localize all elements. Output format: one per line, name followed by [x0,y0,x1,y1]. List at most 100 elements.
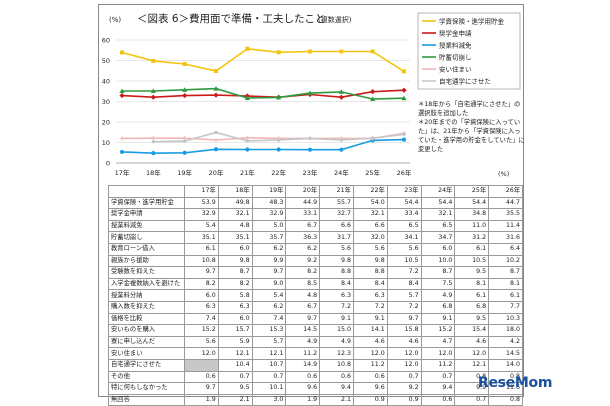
table-row: 自宅通学にさせた 10.4 10.7 14.9 10.8 11.2 12.0 11.2 12.1… [108,358,523,372]
data-point [339,147,344,152]
table-cell: 49.8 [217,196,253,210]
table-cell: 7.2 [386,300,422,314]
table-cell: 15.3 [251,324,287,337]
table-cell: 6.2 [285,242,321,256]
table-cell: 8.7 [217,266,253,279]
table-cell: 12.1 [217,347,253,360]
table-row-label: 購入数を抑えた [108,300,185,314]
table-row: 受験数を抑えた 9.7 8.7 9.7 8.2 8.8 8.8 7.2 8.7 9.5 8.7 [108,266,523,279]
table-cell: 10.8 [319,358,354,372]
table-cell: 9.9 [251,254,287,268]
table-cell: 6.8 [420,300,456,314]
table-row: 価格を比較 7.4 6.0 7.4 9.7 9.1 9.1 9.7 9.1 9.5 10.3 [108,312,523,326]
data-point [213,137,219,143]
table-row: 寮に申し込んだ 5.6 5.9 5.7 4.9 4.9 4.6 4.6 4.7 4.6 4.2 [108,335,523,349]
data-point [213,147,219,152]
table-cell: 12.0 [386,358,422,372]
table-header-cell: 17年 [184,185,219,198]
table-cell: 4.9 [285,335,321,349]
table-cell: 9.5 [217,382,253,395]
table-cell: 34.1 [386,231,422,244]
table-cell: 48.3 [251,196,287,210]
table-cell: 10.4 [217,358,253,372]
table-cell: 11.2 [352,358,388,372]
table-cell: 7.4 [184,312,219,326]
x-tick-label: 17年 [115,168,130,177]
table-cell: 6.3 [184,300,219,314]
table-cell: 14.0 [488,358,523,372]
x-tick-label: 23年 [303,168,318,177]
chart-note: ＊18年から「自宅通学にさせた」の選択肢を追加した＊20年までの「学資保険に入っ… [418,99,525,153]
table-cell: 6.2 [251,300,287,314]
table-cell: 9.2 [285,254,321,268]
table-cell: 32.7 [319,208,354,221]
table-cell: 0.6 [319,370,354,384]
table-cell: 11.0 [454,219,490,233]
x-tick-label: 20年 [209,168,224,177]
x-tick-label: 24年 [334,168,349,177]
data-point [307,90,313,96]
table-cell: 8.1 [488,277,523,291]
table-cell: 4.9 [420,289,456,302]
table-cell: 6.7 [285,219,321,233]
table-row-label: 奨学金申請 [108,208,185,221]
legend-label: 貯蓄切崩し [439,53,472,62]
table-cell: 6.4 [488,242,523,256]
table-cell: 7.7 [488,300,523,314]
table-row-label: その他 [108,370,185,384]
data-point [370,136,375,140]
data-point [119,88,125,94]
data-point [213,92,219,98]
table-cell: 5.6 [319,242,354,256]
table-cell: 8.2 [217,277,253,291]
data-point [339,138,344,142]
table-cell: 6.6 [352,219,388,233]
data-point [151,139,156,144]
table-cell: 9.1 [352,312,388,326]
data-point [370,96,376,102]
table-cell: 53.9 [184,196,219,210]
table-unit: (%) [498,170,509,178]
table-cell: 15.2 [184,324,219,337]
table-cell: 6.0 [217,242,253,256]
table-cell: 4.8 [217,219,253,233]
table-row: 購入数を抑えた 6.3 6.3 6.2 6.7 7.2 7.2 7.2 6.8 6.8 7.7 [108,300,523,314]
table-cell: 5.7 [386,289,422,302]
table-row: 授業料分納 6.0 5.8 5.4 4.8 6.3 6.3 5.7 4.9 6.1 6.1 [108,289,523,302]
table-cell: 11.2 [420,358,456,372]
table-row: 安いものを購入 15.2 15.7 15.3 14.5 15.0 14.1 15.8 15.2 1… [108,324,523,337]
table-cell: 4.6 [454,335,490,349]
table-header-cell: 19年 [251,185,287,198]
table-header-cell: 23年 [386,185,422,198]
x-tick-label: 25年 [365,168,380,177]
table-cell: 6.8 [454,300,490,314]
table-row: 貯蓄切崩し 35.1 35.1 35.7 36.3 31.7 32.0 34.1 34.7 31.… [108,231,523,244]
line-chart: ＜図表 6＞費用面で準備・工夫したこと(複数選択) (%) 0 10 20 30 40 50 6… [102,12,525,178]
table-cell: 11.2 [285,347,321,360]
table-cell: 8.2 [184,277,219,291]
data-point [182,139,187,143]
table-cell: 18.0 [488,324,523,337]
series-line-2 [121,89,405,99]
table-cell: 0.6 [184,370,219,384]
table-header-blank [108,185,185,198]
table-cell: 9.8 [352,254,388,268]
series-line-3 [121,138,405,155]
table-cell: 12.3 [319,347,354,360]
table-cell: 8.4 [352,277,388,291]
table-cell: 5.6 [184,335,219,349]
table-cell: 6.5 [386,219,422,233]
table-cell: 5.8 [217,289,253,302]
table-row-label: 授業料減免 [108,219,185,233]
table-cell: 32.9 [184,208,219,221]
legend-label: 授業料減免 [439,41,472,50]
legend-label: 安い住まい [439,65,472,74]
table-cell: 6.3 [217,300,253,314]
table-cell: 9.5 [454,266,490,279]
table-cell: 55.7 [319,196,354,210]
table-cell: 0.7 [251,370,287,384]
data-point [245,147,250,152]
table-row-label: 特に何もしなかった [108,382,185,395]
table-row: 入学金複数納入を避けた 8.2 8.2 9.0 8.5 8.4 8.4 8.4 7.5 8.1 8.… [108,277,523,291]
table-row-label: 自宅通学にさせた [108,358,185,372]
